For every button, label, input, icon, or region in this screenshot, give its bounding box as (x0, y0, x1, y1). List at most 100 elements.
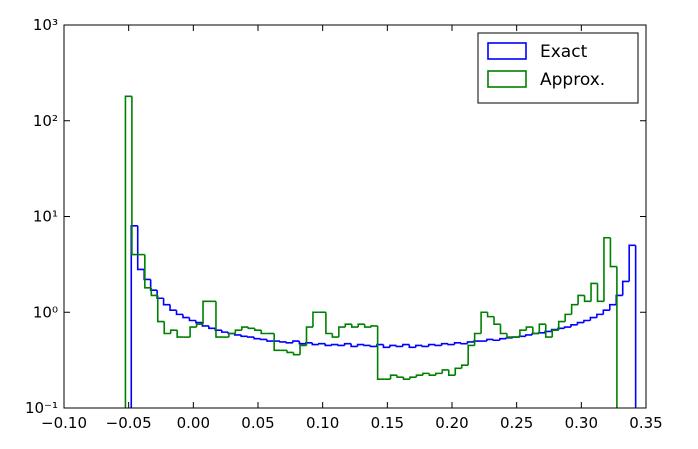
histogram-step (402, 377, 410, 380)
histogram-step (480, 311, 488, 334)
x-tick-label: 0.35 (629, 414, 662, 432)
histogram-step (369, 345, 377, 348)
histogram-step (343, 342, 352, 346)
histogram-step (292, 352, 301, 356)
histogram-step (136, 225, 145, 271)
histogram-step (564, 313, 572, 322)
histogram-step (376, 325, 385, 380)
x-tick-label: 0.30 (565, 414, 598, 432)
histogram-step (414, 344, 423, 348)
histogram-step (492, 339, 500, 342)
histogram-step (208, 325, 216, 330)
histogram-step (434, 344, 442, 347)
x-tick-label: 0.05 (241, 414, 274, 432)
histogram-step (162, 298, 171, 306)
x-tick-label: −0.10 (41, 414, 87, 432)
legend-box (477, 32, 639, 104)
histogram-step (603, 236, 611, 302)
histogram-step (324, 343, 332, 347)
histogram-step (317, 342, 326, 345)
histogram-step (402, 343, 410, 347)
histogram-step (189, 326, 197, 338)
histogram-step (382, 344, 390, 349)
histogram-step (253, 337, 261, 340)
histogram-step (506, 333, 514, 338)
y-tick-label: 10³ (33, 16, 58, 34)
histogram-step (447, 343, 455, 346)
histogram-step (228, 332, 236, 338)
histogram-step (525, 326, 533, 331)
histogram-step (435, 372, 443, 376)
histogram-step (350, 343, 358, 348)
histogram-step (486, 338, 494, 342)
histogram-step (499, 324, 507, 335)
histogram-step (311, 342, 319, 346)
histogram-step (292, 340, 300, 343)
histogram-step (202, 300, 210, 325)
histogram-step (499, 337, 507, 341)
histogram-step (312, 311, 320, 328)
histogram-step (305, 326, 313, 346)
histogram-step (195, 320, 203, 324)
histogram-step (473, 332, 482, 346)
histogram-step (285, 341, 293, 344)
histogram-step (460, 342, 468, 345)
histogram-step (253, 328, 262, 331)
histogram-step (576, 321, 584, 325)
histogram-step (260, 330, 268, 335)
histogram-step (538, 323, 546, 334)
histogram-step (609, 237, 617, 268)
histogram-step (409, 376, 417, 380)
histogram-step (247, 327, 255, 330)
histogram-step (467, 344, 475, 366)
histogram-step (395, 345, 403, 348)
histogram-step (628, 244, 636, 282)
histogram-step (144, 254, 152, 289)
legend-label: Approx. (540, 70, 605, 90)
histogram-step (350, 324, 359, 328)
histogram-step (486, 312, 495, 318)
histogram-step (389, 344, 397, 348)
histogram-step (286, 350, 294, 354)
histogram-step (233, 333, 242, 336)
y-tick-label: 10¹ (33, 208, 58, 226)
histogram-step (519, 329, 527, 338)
histogram-step (363, 324, 372, 328)
histogram-step (532, 327, 540, 335)
histogram-step (195, 323, 204, 328)
histogram-step (428, 373, 436, 377)
histogram-step (163, 321, 171, 335)
histogram-step (453, 341, 462, 345)
histogram-step (551, 329, 559, 338)
histogram-step (356, 343, 365, 347)
legend-label: Exact (540, 42, 588, 62)
histogram-step (524, 334, 533, 337)
x-tick-label: 0.20 (435, 414, 468, 432)
y-tick-label: 10⁻¹ (25, 399, 58, 417)
y-tick-label: 10⁰ (33, 303, 58, 321)
x-tick-label: 0.15 (371, 414, 404, 432)
histogram-step (259, 338, 268, 341)
histogram-step (608, 303, 617, 311)
histogram-step (447, 369, 456, 377)
histogram-step (454, 367, 462, 376)
histogram-step (337, 344, 345, 347)
histogram-step (338, 326, 346, 338)
x-tick-label: 0.10 (306, 414, 339, 432)
histogram-step (330, 343, 339, 346)
histogram-step (169, 304, 177, 312)
histogram-step (279, 341, 287, 343)
histogram-step (460, 364, 469, 369)
histogram-step (273, 333, 281, 352)
y-tick-label: 10² (33, 112, 58, 130)
histogram-step (176, 330, 184, 338)
legend-swatch (487, 70, 527, 88)
histogram-step (570, 323, 578, 328)
histogram-step (241, 326, 249, 331)
histogram-step (325, 312, 333, 335)
histogram-step (220, 330, 229, 333)
histogram-step (124, 95, 132, 408)
histogram-step (415, 374, 423, 378)
